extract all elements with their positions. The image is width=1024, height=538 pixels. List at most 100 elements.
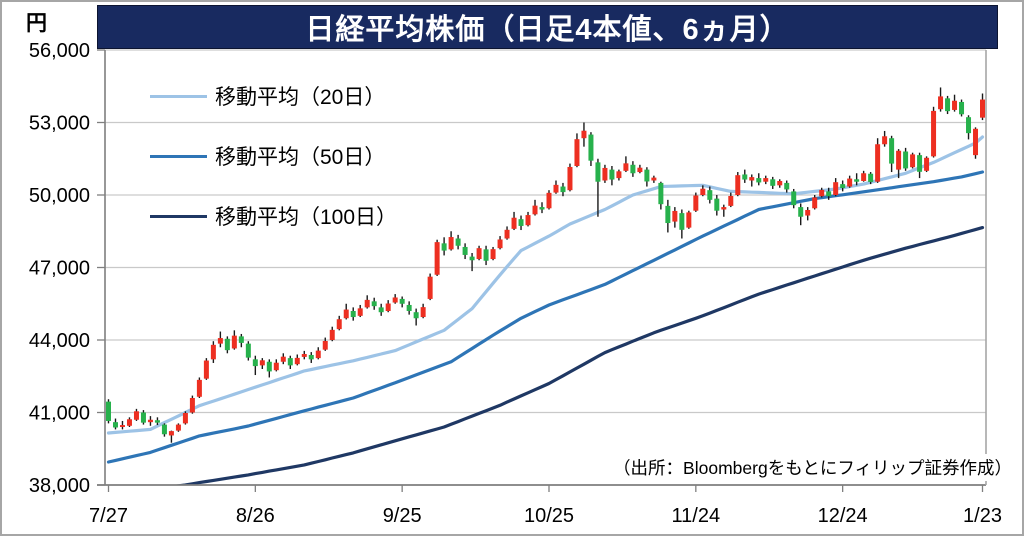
- x-axis-label: 10/25: [524, 505, 574, 527]
- candle-up: [119, 425, 125, 427]
- candle-down: [112, 422, 118, 428]
- candle-up: [910, 154, 916, 168]
- candle-down: [441, 243, 447, 251]
- candle-up: [210, 344, 216, 360]
- candle-up: [777, 180, 783, 186]
- candle-up: [217, 338, 223, 344]
- candle-down: [518, 219, 524, 226]
- legend-line-swatch: [150, 94, 207, 98]
- candle-down: [350, 311, 356, 318]
- candle-up: [749, 177, 755, 181]
- candle-up: [637, 167, 643, 173]
- candle-up: [434, 242, 440, 275]
- candle-up: [322, 340, 328, 350]
- legend-label: 移動平均（50日）: [215, 141, 386, 171]
- candle-down: [609, 169, 615, 180]
- candle-down: [784, 182, 790, 190]
- candle-up: [623, 163, 629, 171]
- candle-up: [203, 360, 209, 379]
- candle-up: [301, 354, 307, 357]
- candle-up: [938, 96, 944, 110]
- candle-down: [399, 298, 405, 304]
- candle-up: [511, 217, 517, 229]
- chart-title-bar: 日経平均株価（日足4本値、6ヵ月）: [97, 5, 998, 49]
- y-axis-label: 50,000: [29, 185, 90, 207]
- legend-line-swatch: [150, 214, 207, 218]
- candle-down: [238, 336, 244, 343]
- candle-up: [175, 424, 181, 431]
- candle-up: [231, 335, 237, 349]
- ma-line-50: [106, 170, 985, 464]
- candle-up: [546, 192, 552, 209]
- candle-down: [742, 174, 748, 180]
- candle-down: [252, 359, 258, 367]
- candle-down: [665, 205, 671, 224]
- candle-down: [959, 101, 965, 115]
- candle-up: [420, 307, 426, 318]
- candle-down: [679, 213, 685, 230]
- legend-item-ma100: 移動平均（100日）: [150, 198, 398, 234]
- candle-down: [791, 191, 797, 206]
- candle-down: [770, 179, 776, 186]
- candle-up: [924, 157, 930, 171]
- candle-up: [259, 360, 265, 366]
- candle-up: [329, 329, 335, 340]
- legend-line-swatch: [150, 154, 207, 158]
- candle-up: [700, 188, 706, 195]
- candle-down: [406, 304, 412, 311]
- candle-up: [686, 212, 692, 228]
- candle-down: [854, 179, 860, 182]
- y-axis-label: 53,000: [29, 113, 90, 135]
- candle-down: [595, 162, 601, 182]
- candle-down: [462, 246, 468, 255]
- candle-up: [861, 173, 867, 181]
- candle-up: [525, 215, 531, 226]
- candle-up: [182, 412, 188, 424]
- candle-up: [553, 184, 559, 193]
- candle-up: [448, 237, 454, 250]
- candle-up: [196, 379, 202, 397]
- candle-down: [224, 338, 230, 351]
- candle-down: [903, 151, 909, 169]
- candle-down: [945, 98, 951, 112]
- candle-up: [357, 308, 363, 316]
- candle-down: [798, 207, 804, 217]
- candle-up: [273, 362, 279, 371]
- candle-down: [917, 155, 923, 172]
- candle-up: [952, 100, 958, 110]
- candle-up: [497, 239, 503, 249]
- candle-up: [504, 229, 510, 239]
- y-axis-label: 44,000: [29, 330, 90, 352]
- y-axis-label: 38,000: [29, 475, 90, 497]
- candle-up: [385, 303, 391, 311]
- candle-down: [245, 343, 251, 358]
- x-axis-label: 9/25: [383, 505, 422, 527]
- legend-label: 移動平均（100日）: [215, 201, 398, 231]
- candle-up: [763, 178, 769, 182]
- candle-up: [490, 249, 496, 260]
- candle-up: [896, 150, 902, 170]
- candle-up: [343, 309, 349, 319]
- candle-up: [833, 182, 839, 195]
- candle-up: [847, 178, 853, 187]
- candle-down: [308, 354, 314, 360]
- candle-up: [567, 166, 573, 191]
- candle-down: [644, 169, 650, 182]
- candle-up: [693, 195, 699, 211]
- legend-item-ma50: 移動平均（50日）: [150, 138, 397, 174]
- candles: [105, 87, 986, 443]
- candle-down: [105, 401, 111, 421]
- candle-down: [714, 198, 720, 211]
- candle-down: [588, 134, 594, 161]
- candle-down: [287, 358, 293, 366]
- candle-down: [371, 301, 377, 307]
- candle-up: [651, 177, 657, 181]
- candle-up: [427, 276, 433, 299]
- candle-up: [476, 248, 482, 260]
- legend-label: 移動平均（20日）: [215, 81, 386, 111]
- x-axis-label: 12/24: [818, 505, 868, 527]
- x-axis-label: 7/27: [89, 505, 128, 527]
- candle-up: [602, 167, 608, 181]
- candle-up: [805, 209, 811, 216]
